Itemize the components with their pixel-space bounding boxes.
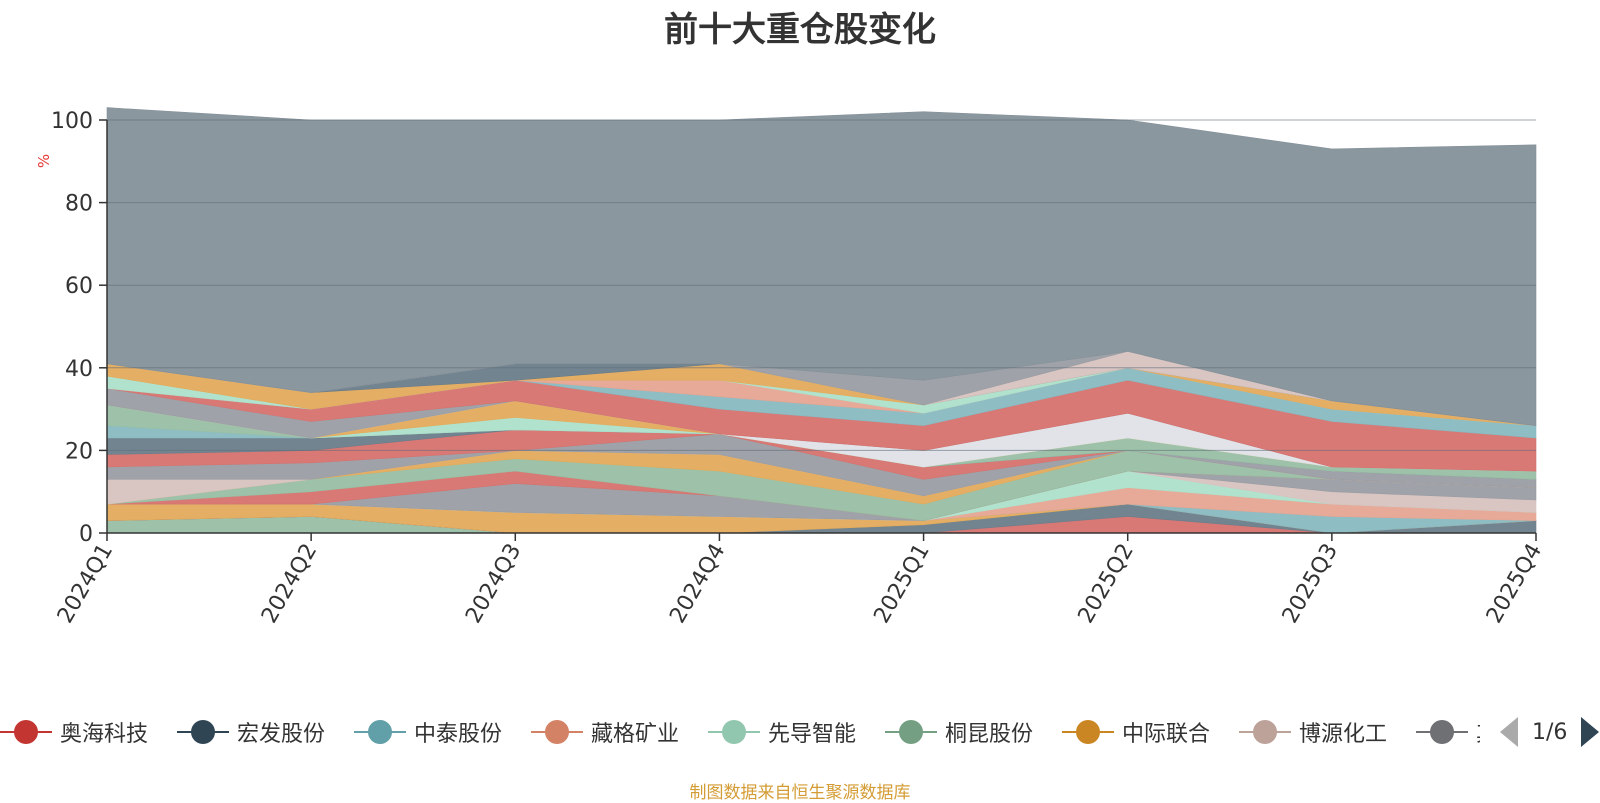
y-tick-label: 80 xyxy=(65,192,93,217)
legend-item[interactable]: 奥海科技 xyxy=(0,712,148,752)
legend-marker-icon xyxy=(885,712,937,752)
legend-marker-icon xyxy=(354,712,406,752)
legend-label: 博源化工 xyxy=(1299,722,1388,747)
y-tick-label: 40 xyxy=(65,357,93,382)
y-tick-label: 100 xyxy=(51,109,93,134)
chart-canvas: 0 20 40 60 80 100 2024Q1 2024Q2 2024Q3 2024Q4 2025… xyxy=(35,107,1547,628)
legend-label: 中际联合 xyxy=(1122,722,1211,747)
y-tick-label: 0 xyxy=(79,522,93,547)
x-tick-label: 2024Q4 xyxy=(665,540,730,628)
legend-marker-icon xyxy=(1239,712,1291,752)
legend-marker-icon xyxy=(177,712,229,752)
legend-next-page-icon[interactable] xyxy=(1581,717,1600,747)
x-tick-label: 2025Q4 xyxy=(1482,540,1547,628)
legend-item[interactable]: 博源化工 xyxy=(1239,712,1387,752)
legend-marker-icon xyxy=(1416,712,1468,752)
legend-item[interactable]: 藏格矿业 xyxy=(531,712,679,752)
legend-label: 藏格矿业 xyxy=(591,722,680,747)
x-tick-label: 2024Q2 xyxy=(257,540,322,628)
legend-items: 奥海科技 宏发股份 中泰股份 藏格矿业 先导智能 桐昆股份 中际联合 博源化工 其他持仓 xyxy=(0,712,1480,752)
legend-page-indicator: 1/6 xyxy=(1532,719,1568,745)
legend-label: 其他持仓 xyxy=(1476,716,1480,748)
legend-item[interactable]: 其他持仓 xyxy=(1416,712,1480,752)
legend-item[interactable]: 宏发股份 xyxy=(177,712,325,752)
chart-title: 前十大重仓股变化 xyxy=(664,10,936,50)
legend: 奥海科技 宏发股份 中泰股份 藏格矿业 先导智能 桐昆股份 中际联合 博源化工 其他持仓 1/6 xyxy=(0,712,1600,752)
legend-label: 奥海科技 xyxy=(60,722,149,747)
legend-item[interactable]: 中际联合 xyxy=(1062,712,1210,752)
legend-prev-page-icon[interactable] xyxy=(1500,717,1518,747)
y-tick-label: 60 xyxy=(65,274,93,299)
x-tick-label: 2024Q1 xyxy=(53,540,118,628)
legend-label: 中泰股份 xyxy=(414,722,503,747)
legend-marker-icon xyxy=(708,712,760,752)
legend-item[interactable]: 中泰股份 xyxy=(354,712,502,752)
legend-pager: 1/6 xyxy=(1500,712,1600,752)
legend-label: 桐昆股份 xyxy=(945,722,1034,747)
legend-marker-icon xyxy=(531,712,583,752)
source-note: 制图数据来自恒生聚源数据库 xyxy=(689,783,911,803)
legend-marker-icon xyxy=(0,712,52,752)
legend-item[interactable]: 桐昆股份 xyxy=(885,712,1033,752)
y-tick-label: 20 xyxy=(65,439,93,464)
x-tick-label: 2024Q3 xyxy=(461,540,526,628)
x-tick-label: 2025Q1 xyxy=(869,540,934,628)
legend-label: 先导智能 xyxy=(768,722,857,747)
legend-label: 宏发股份 xyxy=(237,722,326,747)
legend-marker-icon xyxy=(1062,712,1114,752)
y-axis-label: % xyxy=(35,154,53,168)
x-tick-label: 2025Q3 xyxy=(1278,540,1343,628)
series-areas xyxy=(106,107,1537,534)
legend-item[interactable]: 先导智能 xyxy=(708,712,856,752)
x-tick-label: 2025Q2 xyxy=(1074,540,1139,628)
